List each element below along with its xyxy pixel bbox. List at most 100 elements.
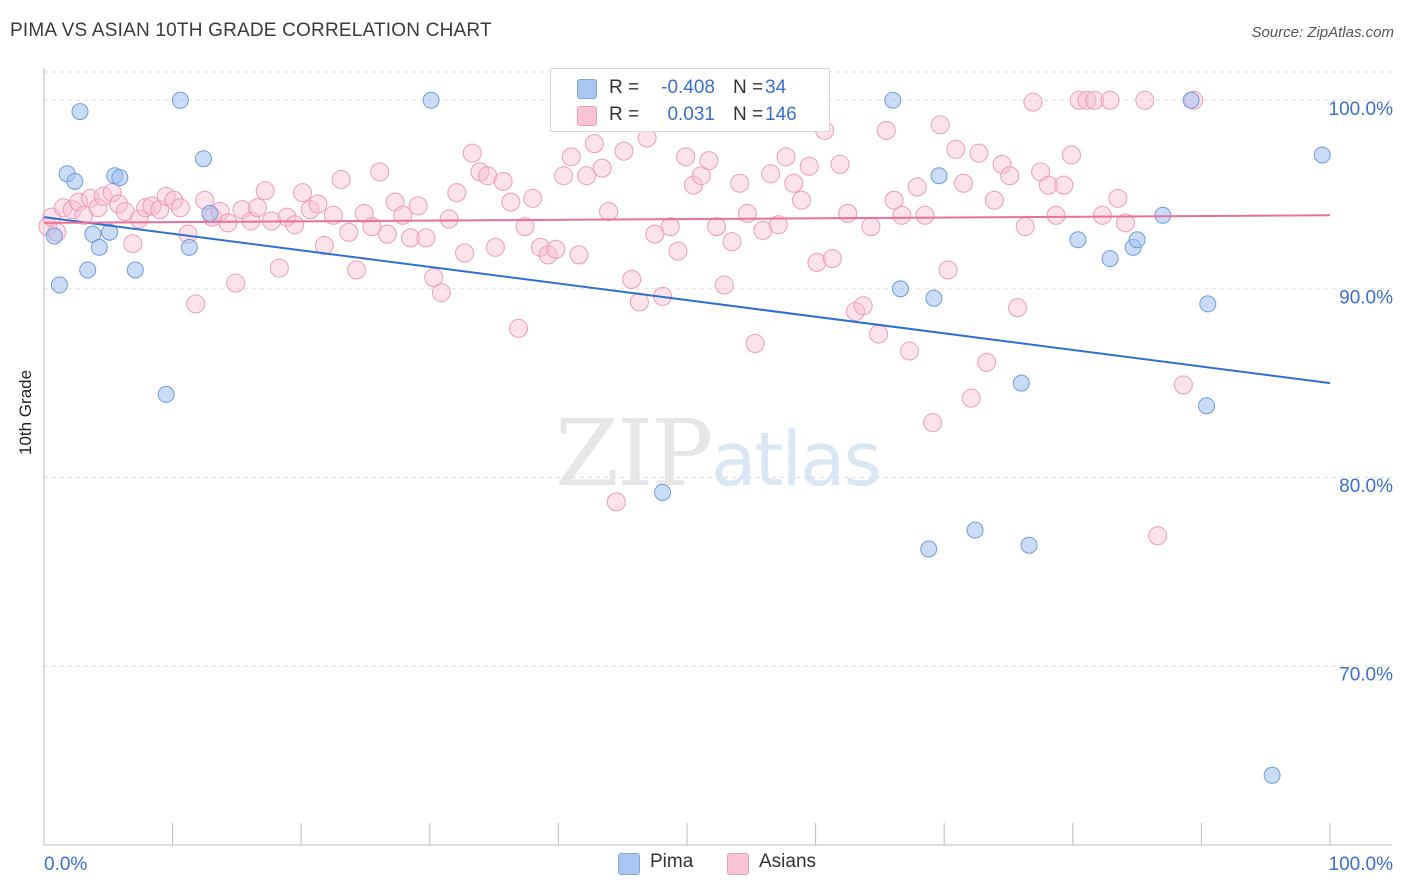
asians-point [1023, 92, 1043, 112]
asians-point [401, 228, 421, 248]
asians-point [455, 243, 475, 263]
asians-point [530, 237, 550, 257]
pima-point [930, 167, 948, 185]
pima-point [1012, 374, 1030, 392]
asians-point [170, 198, 190, 218]
stats-legend: R = -0.408 N = 34 R = 0.031 N = 146 [550, 68, 830, 132]
asians-point [1116, 213, 1136, 233]
asians-point [136, 198, 156, 218]
r-label: R = [609, 104, 640, 125]
pima-point [66, 172, 84, 190]
y-tick-label: 80.0% [1339, 476, 1393, 497]
pima-point [925, 289, 943, 307]
asians-point [714, 275, 734, 295]
asians-point [339, 222, 359, 242]
asians-point [1173, 375, 1193, 395]
pima-point [1069, 231, 1087, 249]
asians-point [1062, 145, 1082, 165]
asians-point [370, 162, 390, 182]
asians-point [1135, 90, 1155, 110]
asians-point [408, 196, 428, 216]
pima-point [126, 261, 144, 279]
asians-point [1085, 90, 1105, 110]
asians-point [861, 217, 881, 237]
asians-point [1008, 298, 1028, 318]
n-value: 34 [765, 77, 787, 98]
asians-point [323, 205, 343, 225]
asians-point [622, 269, 642, 289]
asians-point [424, 268, 444, 288]
x-tick-label-min: 0.0% [44, 854, 87, 875]
asians-legend-label: Asians [759, 851, 817, 872]
asians-point [807, 252, 827, 272]
asians-point [730, 173, 750, 193]
asians-point [362, 217, 382, 237]
asians-point [462, 143, 482, 163]
pima-swatch [577, 79, 597, 99]
n-label: N = [733, 104, 764, 125]
asians-point [431, 283, 451, 303]
series-legend: Pima Asians [0, 851, 1406, 881]
asians-point [907, 177, 927, 197]
r-value: -0.408 [661, 77, 715, 98]
asians-point [509, 318, 529, 338]
asians-point [129, 209, 149, 229]
asians-point [523, 188, 543, 208]
watermark-atlas: atlas [711, 417, 882, 503]
x-tick-label-max: 100.0% [1329, 854, 1394, 875]
asians-point [377, 224, 397, 244]
asians-point [892, 205, 912, 225]
asians-point [722, 232, 742, 252]
asians-trend-line [43, 214, 1331, 224]
asians-point [485, 237, 505, 257]
asians-point [691, 166, 711, 186]
asians-point [314, 235, 334, 255]
asians-point [830, 154, 850, 174]
asians-point [884, 190, 904, 210]
asians-point [984, 190, 1004, 210]
asians-point [1092, 205, 1112, 225]
pima-point [50, 276, 68, 294]
asians-point [218, 213, 238, 233]
asians-point [853, 296, 873, 316]
pima-legend-label: Pima [650, 851, 694, 872]
asians-point [660, 217, 680, 237]
asians-point [761, 164, 781, 184]
y-tick-label: 90.0% [1339, 288, 1393, 309]
asians-point [577, 166, 597, 186]
asians-point [969, 143, 989, 163]
asians-point [930, 115, 950, 135]
asians-point [822, 249, 842, 269]
asians-point [109, 194, 129, 214]
pima-point [1020, 536, 1038, 554]
asians-point [1000, 166, 1020, 186]
chart-title: PIMA VS ASIAN 10TH GRADE CORRELATION CHA… [10, 20, 492, 41]
asians-point [791, 190, 811, 210]
asians-point [538, 245, 558, 265]
asians-point [1046, 205, 1066, 225]
asians-point [668, 241, 688, 261]
pima-point [884, 91, 902, 109]
asians-point [768, 215, 788, 235]
pima-trend-line [43, 216, 1331, 385]
asians-point [992, 154, 1012, 174]
pima-point [1313, 146, 1331, 164]
asians-point [584, 134, 604, 154]
pima-point [1199, 295, 1217, 313]
pima-point [891, 280, 909, 298]
pima-point [194, 150, 212, 168]
asians-point [569, 245, 589, 265]
asians-point [606, 492, 626, 512]
asians-point [186, 294, 206, 314]
asians-point [226, 273, 246, 293]
pima-point [1198, 397, 1216, 415]
asians-point [255, 181, 275, 201]
pima-point [157, 385, 175, 403]
asians-point [493, 171, 513, 191]
asians-point [923, 413, 943, 433]
asians-point [645, 224, 665, 244]
asians-point [1069, 90, 1089, 110]
pima-point [111, 169, 129, 187]
asians-point [845, 301, 865, 321]
